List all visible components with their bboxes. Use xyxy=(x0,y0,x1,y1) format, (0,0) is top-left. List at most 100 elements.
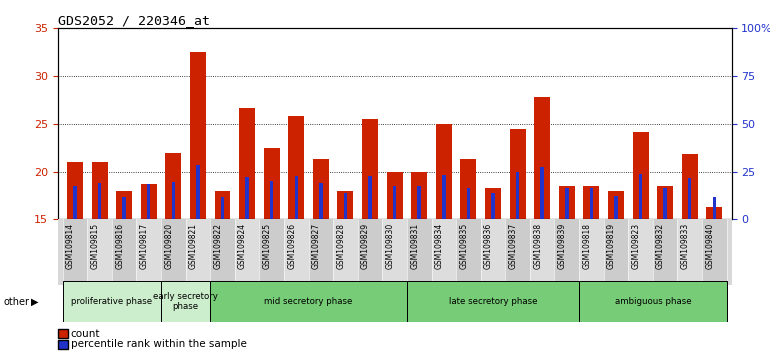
Bar xyxy=(368,176,372,219)
Bar xyxy=(590,188,593,219)
Bar xyxy=(417,186,421,219)
Text: GSM109829: GSM109829 xyxy=(361,223,370,269)
Bar xyxy=(190,52,206,219)
Bar xyxy=(411,172,427,219)
Bar xyxy=(579,281,727,322)
Bar xyxy=(62,219,87,285)
Bar xyxy=(284,219,309,285)
Bar xyxy=(632,132,648,219)
Text: GSM109814: GSM109814 xyxy=(66,223,75,269)
Bar xyxy=(467,188,470,219)
Text: GSM109816: GSM109816 xyxy=(116,223,124,269)
Bar xyxy=(530,219,554,285)
Bar xyxy=(141,184,157,219)
Bar xyxy=(210,281,407,322)
Bar xyxy=(516,172,519,219)
Text: GSM109821: GSM109821 xyxy=(189,223,198,269)
Bar xyxy=(554,219,579,285)
Text: GSM109837: GSM109837 xyxy=(508,223,517,269)
Bar xyxy=(259,219,284,285)
Bar xyxy=(362,119,378,219)
Bar xyxy=(383,219,407,285)
Text: GSM109820: GSM109820 xyxy=(164,223,173,269)
Text: GSM109838: GSM109838 xyxy=(533,223,542,269)
Bar xyxy=(215,191,230,219)
Bar xyxy=(147,184,150,219)
Bar xyxy=(505,219,530,285)
Text: GSM109834: GSM109834 xyxy=(435,223,444,269)
Bar xyxy=(559,186,574,219)
Bar xyxy=(678,219,702,285)
Bar xyxy=(343,193,347,219)
Bar xyxy=(112,219,136,285)
Bar xyxy=(456,219,480,285)
Text: mid secretory phase: mid secretory phase xyxy=(264,297,353,306)
Bar xyxy=(431,219,456,285)
Bar xyxy=(579,219,604,285)
Text: GSM109831: GSM109831 xyxy=(410,223,419,269)
Text: GSM109839: GSM109839 xyxy=(557,223,567,269)
Text: late secretory phase: late secretory phase xyxy=(449,297,537,306)
Bar xyxy=(407,219,431,285)
Bar xyxy=(657,186,673,219)
Bar xyxy=(510,129,526,219)
Text: GSM109822: GSM109822 xyxy=(213,223,223,269)
Bar xyxy=(161,281,210,322)
Bar xyxy=(541,167,544,219)
Bar xyxy=(196,165,199,219)
Bar xyxy=(485,188,501,219)
Text: GSM109836: GSM109836 xyxy=(484,223,493,269)
Bar xyxy=(712,198,716,219)
Text: GSM109825: GSM109825 xyxy=(263,223,272,269)
Bar xyxy=(393,186,397,219)
Text: proliferative phase: proliferative phase xyxy=(72,297,152,306)
Bar xyxy=(116,191,132,219)
Bar xyxy=(491,193,495,219)
Bar xyxy=(333,219,358,285)
Bar xyxy=(73,186,77,219)
Text: GSM109828: GSM109828 xyxy=(336,223,346,269)
Bar xyxy=(319,183,323,219)
Bar xyxy=(288,116,304,219)
Bar xyxy=(136,219,161,285)
Text: GSM109830: GSM109830 xyxy=(386,223,394,269)
Text: GSM109815: GSM109815 xyxy=(91,223,99,269)
Text: count: count xyxy=(71,329,100,339)
Bar xyxy=(480,219,505,285)
Bar xyxy=(688,178,691,219)
Bar xyxy=(263,148,280,219)
Bar xyxy=(172,182,175,219)
Bar xyxy=(313,159,329,219)
Bar xyxy=(407,281,579,322)
Bar xyxy=(62,281,161,322)
Bar xyxy=(442,175,446,219)
Text: GSM109833: GSM109833 xyxy=(681,223,690,269)
Bar xyxy=(67,162,83,219)
Text: GSM109817: GSM109817 xyxy=(139,223,149,269)
Bar xyxy=(681,154,698,219)
Bar xyxy=(186,219,210,285)
Bar xyxy=(584,186,599,219)
Bar xyxy=(358,219,383,285)
Text: ambiguous phase: ambiguous phase xyxy=(614,297,691,306)
Bar xyxy=(161,219,186,285)
Bar xyxy=(270,181,273,219)
Bar xyxy=(337,191,353,219)
Text: GSM109823: GSM109823 xyxy=(631,223,641,269)
Bar xyxy=(294,176,298,219)
Bar xyxy=(639,173,642,219)
Bar xyxy=(565,188,568,219)
Text: GSM109827: GSM109827 xyxy=(312,223,321,269)
Text: GSM109818: GSM109818 xyxy=(582,223,591,269)
Bar xyxy=(387,172,403,219)
Text: GSM109835: GSM109835 xyxy=(460,223,468,269)
Bar xyxy=(436,124,452,219)
Bar xyxy=(87,219,112,285)
Bar xyxy=(614,195,618,219)
Text: GSM109824: GSM109824 xyxy=(238,223,247,269)
Bar xyxy=(534,97,550,219)
Bar xyxy=(706,207,722,219)
Bar xyxy=(235,219,259,285)
Text: other: other xyxy=(4,297,30,307)
Bar xyxy=(309,219,333,285)
